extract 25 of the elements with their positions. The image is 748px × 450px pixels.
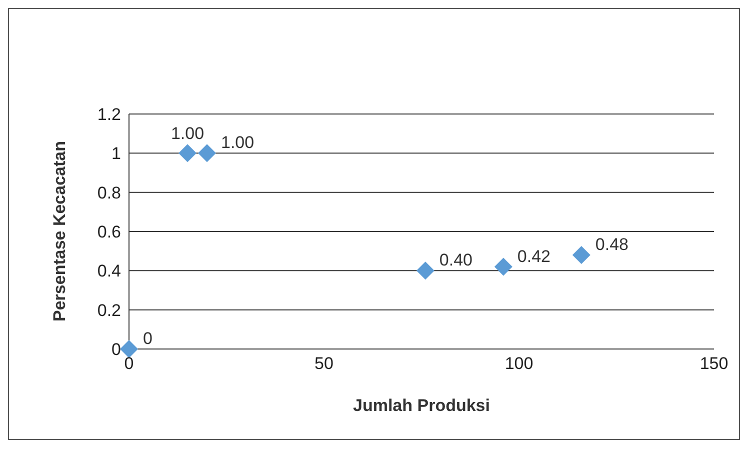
data-label: 0.40 [439,250,472,270]
y-tick-label: 0.6 [97,222,121,242]
point [494,258,512,276]
data-label: 0.48 [595,235,628,254]
y-tick-label: 0.8 [97,183,121,202]
y-axis-title: Persentase Kecacatan [50,140,70,322]
y-tick-label: 0.2 [97,300,121,320]
y-tick-label: 1.2 [97,105,121,124]
point [416,262,434,280]
x-tick-label: 100 [504,354,534,374]
y-tick-label: 0.4 [97,262,121,281]
x-tick-label: 150 [700,354,728,374]
x-axis-title: Jumlah Produksi [353,396,490,415]
data-label: 0.42 [517,246,550,266]
data-label: 0 [143,329,152,348]
y-tick-label: 1 [112,144,121,164]
y-tick-label: 0 [112,340,121,360]
data-label: 1.00 [221,133,254,152]
x-tick-label: 0 [124,354,134,374]
point [178,144,196,162]
point [572,246,590,264]
point [120,340,138,358]
point [198,144,216,162]
data-label: 1.00 [170,124,204,144]
x-tick-label: 50 [314,354,334,374]
